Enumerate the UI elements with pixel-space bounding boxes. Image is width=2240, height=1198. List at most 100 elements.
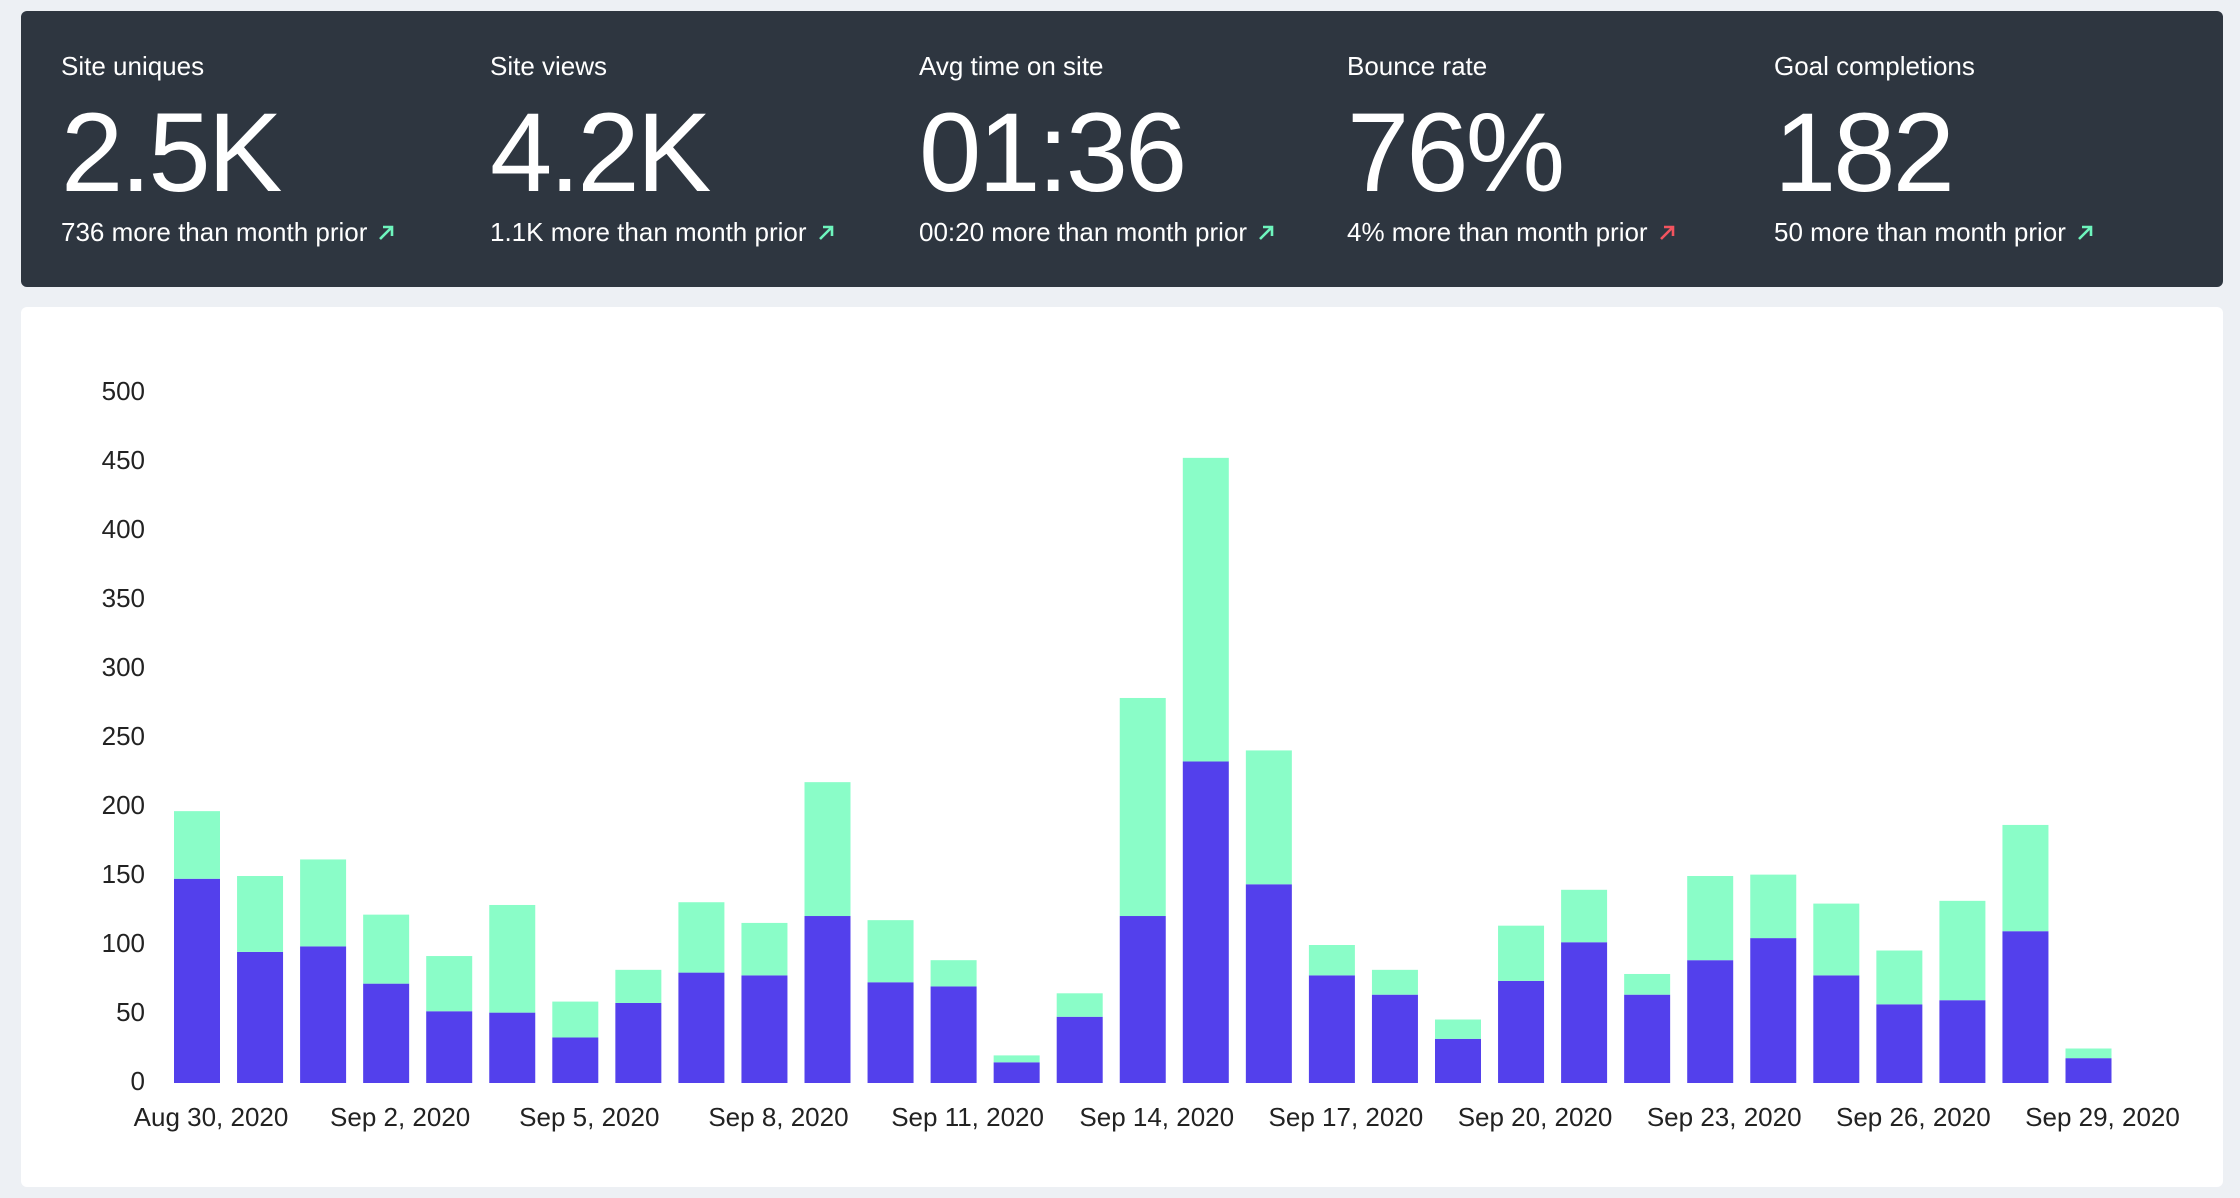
stat-value: 182 <box>1774 90 1955 215</box>
bar-segment <box>1371 969 1418 995</box>
arrow-path <box>1659 225 1674 240</box>
bar-segment <box>1498 925 1545 981</box>
y-tick-label: 0 <box>131 1066 145 1096</box>
bar-segment <box>1561 889 1608 943</box>
x-tick-label: Sep 29, 2020 <box>2025 1102 2180 1132</box>
bar-segment <box>1308 975 1355 1083</box>
bar-segment <box>993 1062 1040 1083</box>
x-tick-label: Sep 11, 2020 <box>891 1102 1044 1132</box>
stat-change: 00:20 more than month prior <box>919 217 1275 248</box>
stats-panel: Site uniques 2.5K 736 more than month prio… <box>21 11 2223 287</box>
bar-segment <box>1498 980 1545 1083</box>
change-text: 50 more than month prior <box>1774 217 2066 247</box>
arrow-path <box>818 225 833 240</box>
bar-segment <box>867 920 914 983</box>
bar-segment <box>489 904 536 1013</box>
bar-segment <box>552 1037 599 1083</box>
y-tick-label: 500 <box>102 376 145 406</box>
bar-segment <box>1561 942 1608 1083</box>
y-tick-label: 450 <box>102 445 145 475</box>
trend-arrow <box>1259 225 1274 240</box>
stat-label: Site views <box>490 51 608 81</box>
stat-change: 1.1K more than month prior <box>490 217 835 248</box>
bar-segment <box>426 1011 473 1083</box>
bar-segment <box>1939 1000 1986 1083</box>
bar-segment <box>300 946 347 1083</box>
y-tick-label: 350 <box>102 583 145 613</box>
bar-segment <box>1182 761 1229 1083</box>
bar-segment <box>993 1055 1040 1063</box>
change-text: 1.1K more than month prior <box>490 217 807 247</box>
x-tick-label: Sep 26, 2020 <box>1836 1102 1991 1132</box>
bar-segment <box>174 811 220 879</box>
bar-segment <box>2065 1058 2112 1083</box>
bar-segment <box>1056 1016 1103 1083</box>
bar-segment <box>1876 1004 1923 1083</box>
bar-segment <box>1876 950 1923 1005</box>
bar-segment <box>1056 993 1103 1017</box>
bar-segment <box>2002 824 2049 932</box>
bar-segment <box>615 969 662 1003</box>
trend-arrow <box>379 225 394 240</box>
bar-segment <box>930 986 977 1083</box>
change-text: 00:20 more than month prior <box>919 217 1248 247</box>
bar-segment <box>867 982 914 1083</box>
change-text: 736 more than month prior <box>61 217 368 247</box>
bar-segment <box>1813 903 1860 976</box>
x-tick-label: Aug 30, 2020 <box>134 1102 289 1132</box>
stat-change: 50 more than month prior <box>1774 217 2094 248</box>
bar-segment <box>1813 975 1860 1083</box>
x-tick-label: Sep 2, 2020 <box>330 1102 470 1132</box>
stat-value: 2.5K <box>61 90 282 215</box>
bar-segment <box>363 914 410 984</box>
bar-segment <box>1687 960 1734 1083</box>
x-tick-label: Sep 23, 2020 <box>1647 1102 1802 1132</box>
y-tick-label: 300 <box>102 652 145 682</box>
bar-segment <box>1119 916 1166 1083</box>
bar-segment <box>1371 994 1418 1083</box>
bar-segment <box>489 1012 536 1083</box>
bar-segment <box>615 1002 662 1083</box>
bar-segment <box>741 922 788 976</box>
chart-card: 0 50 100 150 200 250 300 350 400 450 500 Aug 30, 20… <box>21 307 2223 1187</box>
bar-segment <box>930 960 977 987</box>
bar-segment <box>2065 1048 2112 1059</box>
bar-segment <box>237 876 284 952</box>
bar-segment <box>1687 876 1734 961</box>
trend-arrow <box>818 225 833 240</box>
bar-segment <box>1245 750 1292 885</box>
y-tick-label: 250 <box>102 721 145 751</box>
bar-segment <box>552 1001 599 1038</box>
bar-segment <box>237 951 284 1083</box>
bar-segment <box>1435 1038 1481 1083</box>
bar-segment <box>2002 931 2049 1083</box>
trend-arrow <box>2078 225 2093 240</box>
stat-label: Goal completions <box>1774 51 1975 81</box>
stat-change: 736 more than month prior <box>61 217 395 248</box>
bar-segment <box>1624 994 1671 1083</box>
bar-segment <box>1435 1019 1481 1039</box>
y-tick-label: 400 <box>102 514 145 544</box>
bar-segment <box>174 878 220 1083</box>
arrow-path <box>2078 225 2093 240</box>
x-tick-label: Sep 5, 2020 <box>519 1102 659 1132</box>
y-tick-label: 150 <box>102 859 145 889</box>
bar-segment <box>804 916 851 1083</box>
y-tick-label: 50 <box>116 997 145 1027</box>
bar-segment <box>426 956 473 1012</box>
x-tick-label: Sep 20, 2020 <box>1458 1102 1613 1132</box>
bar-segment <box>678 972 725 1083</box>
arrow-path <box>1259 225 1274 240</box>
stat-label: Site uniques <box>61 51 205 81</box>
x-tick-label: Sep 14, 2020 <box>1079 1102 1234 1132</box>
x-tick-label: Sep 17, 2020 <box>1269 1102 1424 1132</box>
bar-segment <box>1750 938 1797 1083</box>
stat-value: 01:36 <box>919 90 1187 215</box>
bar-segment <box>1182 457 1229 762</box>
arrow-path <box>379 225 394 240</box>
bar-segment <box>678 902 725 973</box>
stat-change: 4% more than month prior <box>1347 217 1676 248</box>
bar-segment <box>1750 874 1797 939</box>
bar-segment <box>300 859 347 947</box>
